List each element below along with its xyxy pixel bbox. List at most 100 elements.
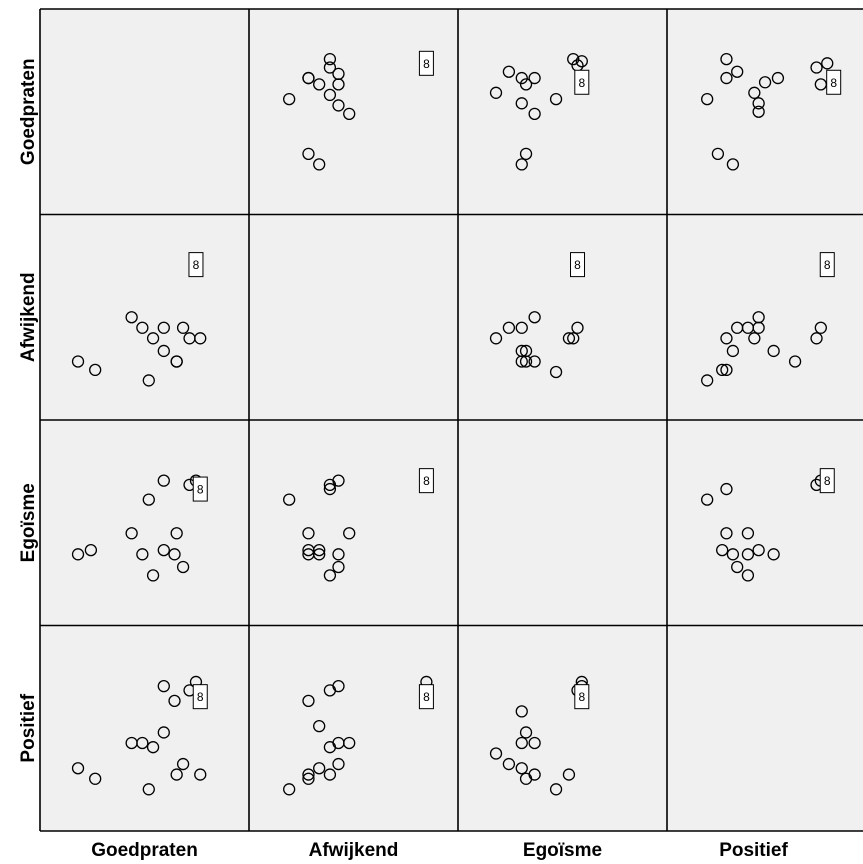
data-point xyxy=(701,493,714,506)
data-point xyxy=(810,61,823,74)
case-label: 8 xyxy=(574,258,581,272)
data-point xyxy=(567,332,580,345)
data-point xyxy=(146,332,160,345)
data-point xyxy=(502,321,516,334)
data-point xyxy=(821,57,834,70)
data-point xyxy=(194,332,207,345)
data-point xyxy=(519,147,533,161)
data-point xyxy=(343,736,356,750)
panel-positief-vs-positief xyxy=(667,625,863,831)
data-point xyxy=(528,736,541,750)
data-point xyxy=(767,548,780,561)
data-point xyxy=(515,762,528,775)
case-label: 8 xyxy=(423,474,430,488)
data-point xyxy=(752,311,765,324)
case-label: 8 xyxy=(824,474,831,488)
data-point xyxy=(519,78,533,91)
panel-afwijkend-vs-positief xyxy=(667,214,863,420)
points-egoïsme-vs-afwijkend: 8 xyxy=(283,468,434,582)
case-label-box xyxy=(826,69,842,95)
case-label: 8 xyxy=(197,690,204,704)
data-point xyxy=(136,736,149,750)
y-axis-label-afwijkend: Afwijkend xyxy=(18,272,39,362)
data-point xyxy=(157,344,170,358)
y-axis-label-egoïsme: Egoïsme xyxy=(18,483,39,562)
data-point xyxy=(323,88,337,102)
data-point xyxy=(194,768,207,781)
points-afwijkend-vs-positief: 8 xyxy=(701,252,835,387)
points-afwijkend-vs-egoïsme: 8 xyxy=(489,252,586,379)
data-point xyxy=(170,768,183,781)
data-point xyxy=(720,71,733,85)
data-point xyxy=(720,52,733,66)
data-point xyxy=(332,757,345,771)
data-point xyxy=(323,61,337,74)
case-label-box xyxy=(819,252,835,278)
data-point xyxy=(170,527,183,540)
case-label-box xyxy=(418,50,434,76)
data-point xyxy=(125,527,138,540)
panel-egoïsme-vs-goedpraten xyxy=(40,420,249,626)
points-egoïsme-vs-goedpraten: 8 xyxy=(71,474,208,582)
points-positief-vs-afwijkend: 8 xyxy=(283,675,434,796)
data-point xyxy=(176,321,190,334)
case-label-box xyxy=(570,252,586,278)
data-point xyxy=(313,543,326,557)
data-point xyxy=(71,355,85,368)
panel-goedpraten-vs-goedpraten xyxy=(40,9,249,215)
data-point xyxy=(502,757,516,771)
data-point xyxy=(562,768,576,781)
data-point xyxy=(136,321,149,334)
data-point xyxy=(157,726,170,739)
data-point xyxy=(332,78,345,91)
data-point xyxy=(571,321,584,334)
panel-borders xyxy=(39,8,863,832)
data-point xyxy=(302,772,315,785)
panel-goedpraten-vs-egoïsme xyxy=(458,9,667,215)
case-label-box xyxy=(574,69,590,95)
data-point xyxy=(720,482,733,496)
data-point xyxy=(502,65,516,78)
case-label: 8 xyxy=(197,483,204,497)
case-label-box xyxy=(418,684,434,710)
data-point xyxy=(323,768,337,781)
data-point xyxy=(302,694,315,708)
data-point xyxy=(810,332,823,345)
case-label: 8 xyxy=(824,258,831,272)
data-point xyxy=(748,86,761,99)
data-point xyxy=(323,569,337,582)
data-point xyxy=(157,474,170,487)
data-point xyxy=(332,548,345,561)
data-point xyxy=(567,52,580,66)
case-label: 8 xyxy=(830,76,837,90)
data-point xyxy=(142,493,155,506)
data-point xyxy=(731,560,744,574)
panel-egoïsme-vs-egoïsme xyxy=(458,420,667,626)
data-point xyxy=(332,474,345,487)
data-point xyxy=(752,97,765,110)
data-point xyxy=(741,548,755,561)
panel-egoïsme-vs-positief xyxy=(667,420,863,626)
data-point xyxy=(157,321,170,334)
data-point xyxy=(716,363,729,377)
x-axis-label-afwijkend: Afwijkend xyxy=(309,840,399,861)
data-point xyxy=(313,762,326,775)
data-point xyxy=(758,76,772,89)
data-point xyxy=(515,355,528,368)
data-point xyxy=(313,78,326,91)
data-point xyxy=(146,569,160,582)
data-point xyxy=(528,768,541,781)
panel-positief-vs-egoïsme xyxy=(458,625,667,831)
data-point xyxy=(489,332,503,345)
points-goedpraten-vs-egoïsme: 8 xyxy=(489,52,590,171)
panel-goedpraten-vs-afwijkend xyxy=(249,9,458,215)
case-label: 8 xyxy=(423,57,430,71)
panel-afwijkend-vs-goedpraten xyxy=(40,214,249,420)
case-label: 8 xyxy=(578,690,585,704)
points-afwijkend-vs-goedpraten: 8 xyxy=(71,252,207,387)
data-point xyxy=(71,762,85,775)
panel-egoïsme-vs-afwijkend xyxy=(249,420,458,626)
data-point xyxy=(489,747,503,760)
data-point xyxy=(302,768,315,781)
